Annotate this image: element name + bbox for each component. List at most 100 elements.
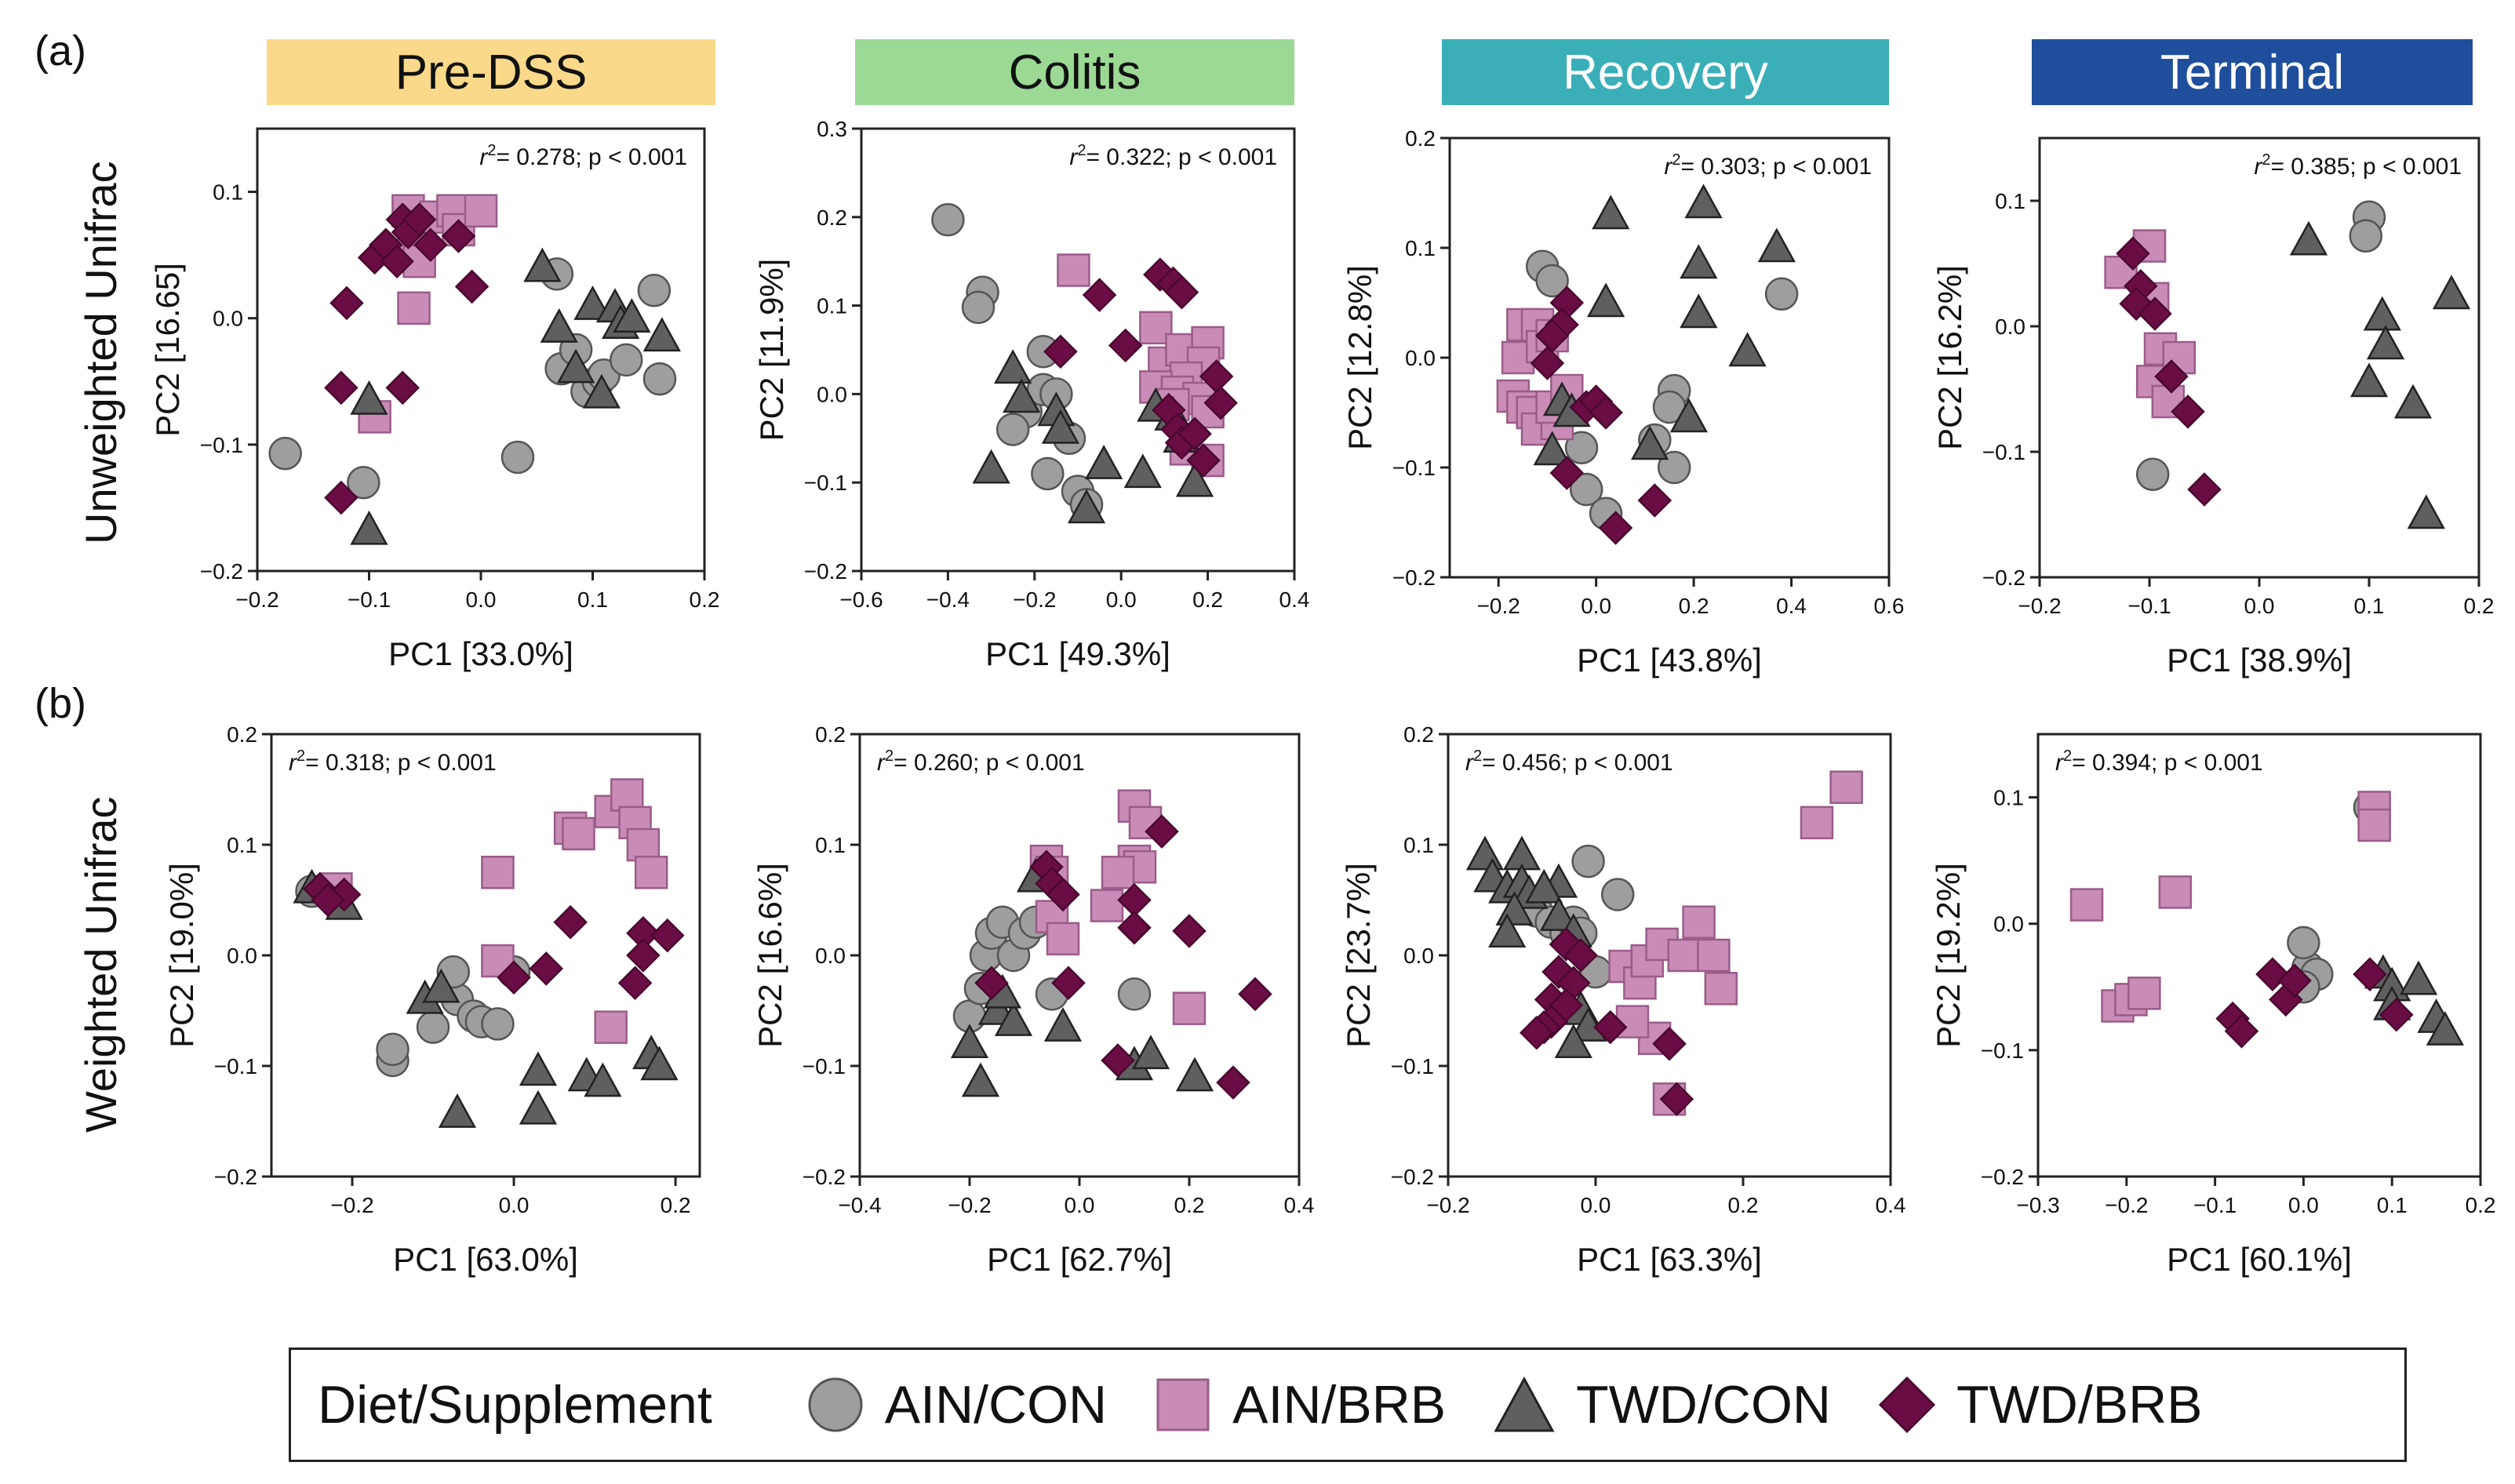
legend-item-ain-brb: AIN/BRB — [1154, 1374, 1446, 1435]
stat-annotation: r2= 0.456; p < 0.001 — [1465, 747, 1673, 776]
point-twd-con — [1684, 184, 1723, 219]
point-ain-con — [2287, 926, 2320, 960]
x-tick-label: −0.2 — [2105, 1193, 2148, 1217]
x-axis-label: PC1 [63.3%] — [1577, 1241, 1762, 1278]
point-twd-brb — [974, 966, 1009, 1001]
point-twd-brb — [1164, 275, 1199, 310]
point-twd-con — [540, 308, 578, 343]
x-tick-label: −0.2 — [948, 1193, 991, 1217]
point-ain-brb — [1697, 938, 1731, 973]
stat-annotation: r2= 0.385; p < 0.001 — [2254, 151, 2462, 180]
y-tick-label: 0.0 — [1403, 944, 1434, 968]
point-twd-con — [1554, 1024, 1592, 1059]
y-tick-label: −0.2 — [1391, 1165, 1434, 1189]
point-ain-brb — [610, 778, 644, 812]
point-ain-brb — [397, 291, 431, 326]
point-twd-brb — [1598, 511, 1633, 545]
point-ain-con — [376, 1032, 409, 1067]
y-axis-label: PC2 [19.0%] — [163, 863, 200, 1048]
point-twd-con — [1041, 409, 1080, 444]
point-twd-brb — [1186, 443, 1221, 478]
point-twd-brb — [1145, 814, 1179, 849]
point-twd-brb — [441, 219, 476, 253]
point-twd-con — [584, 1062, 622, 1097]
y-tick-label: −0.2 — [803, 1165, 846, 1189]
y-tick-label: −0.2 — [804, 559, 847, 584]
point-twd-con — [1525, 868, 1563, 904]
point-ain-con — [1117, 977, 1152, 1011]
point-ain-brb — [626, 827, 661, 862]
y-tick-label: −0.1 — [804, 471, 847, 495]
point-ain-brb — [1090, 889, 1124, 922]
point-twd-con — [642, 317, 681, 352]
y-tick-label: 0.1 — [1403, 833, 1434, 857]
point-twd-con — [1488, 913, 1527, 948]
point-ain-con — [2135, 457, 2170, 492]
phase-header-recovery: Recovery — [1442, 39, 1889, 105]
y-tick-label: 0.1 — [213, 180, 243, 205]
point-ain-brb — [464, 194, 498, 227]
point-ain-con — [347, 465, 380, 500]
x-tick-label: 0.2 — [1679, 594, 1709, 618]
point-ain-con — [931, 202, 965, 237]
y-tick-label: −0.1 — [1392, 456, 1436, 480]
x-tick-label: 0.2 — [1728, 1193, 1759, 1217]
point-twd-brb — [2154, 359, 2189, 394]
point-twd-brb — [1652, 1027, 1687, 1061]
x-tick-label: 0.0 — [466, 587, 497, 612]
point-ain-brb — [481, 856, 515, 889]
point-twd-brb — [1216, 1065, 1250, 1100]
point-twd-con — [350, 380, 388, 415]
point-twd-brb — [454, 269, 490, 304]
legend-item-ain-con: AIN/CON — [806, 1374, 1107, 1435]
point-twd-brb — [324, 370, 359, 406]
y-tick-label: −0.2 — [1392, 566, 1436, 590]
point-twd-con — [1539, 897, 1578, 931]
y-tick-label: 0.0 — [815, 944, 846, 968]
y-tick-label: 0.1 — [227, 833, 257, 857]
point-twd-brb — [380, 244, 414, 278]
point-ain-con — [642, 362, 677, 396]
point-twd-con — [994, 349, 1032, 384]
panel-label-b: (b) — [35, 680, 86, 727]
stat-annotation: r2= 0.278; p < 0.001 — [479, 142, 687, 170]
x-tick-label: −0.1 — [348, 587, 391, 612]
point-ain-con — [1571, 844, 1605, 878]
point-twd-con — [1175, 1057, 1214, 1092]
y-axis-label: PC2 [11.9%] — [753, 259, 790, 442]
y-tick-label: 0.2 — [817, 206, 847, 230]
point-twd-con — [640, 1046, 679, 1081]
y-axis-label: PC2 [16.65] — [149, 263, 186, 437]
point-twd-brb — [2171, 395, 2205, 429]
point-twd-brb — [1082, 278, 1117, 312]
legend-triangle-marker — [1494, 1376, 1555, 1432]
point-twd-brb — [402, 202, 437, 237]
point-twd-brb — [1043, 334, 1078, 369]
point-twd-con — [2349, 362, 2389, 398]
point-twd-con — [1669, 398, 1709, 433]
x-tick-label: 0.0 — [2288, 1193, 2319, 1217]
y-tick-label: 0.0 — [213, 307, 243, 331]
x-tick-label: 0.1 — [2377, 1193, 2408, 1217]
point-twd-brb — [2187, 472, 2222, 507]
x-tick-label: 0.1 — [577, 587, 608, 612]
y-tick-label: 0.2 — [227, 722, 257, 747]
panel-label-a: (a) — [35, 27, 86, 75]
point-twd-con — [2366, 325, 2405, 360]
y-axis-label: PC2 [23.7%] — [1340, 863, 1377, 1048]
point-ain-con — [481, 1007, 515, 1041]
y-axis-label: PC2 [12.8%] — [1341, 265, 1378, 450]
y-tick-label: 0.0 — [1993, 912, 2024, 937]
point-twd-con — [422, 968, 460, 1003]
x-tick-label: 0.0 — [1581, 594, 1611, 618]
legend-circle-marker — [808, 1377, 863, 1432]
point-twd-brb — [2353, 957, 2387, 991]
legend: Diet/Supplement AIN/CON AIN/BRB TWD/CON … — [289, 1348, 2407, 1462]
point-twd-con — [1680, 244, 1718, 279]
y-tick-label: 0.1 — [1405, 236, 1436, 260]
x-axis-label: PC1 [33.0%] — [388, 635, 573, 672]
point-ain-con — [1031, 456, 1065, 491]
x-axis-label: PC1 [63.0%] — [393, 1241, 578, 1278]
point-ain-brb — [594, 1010, 628, 1044]
